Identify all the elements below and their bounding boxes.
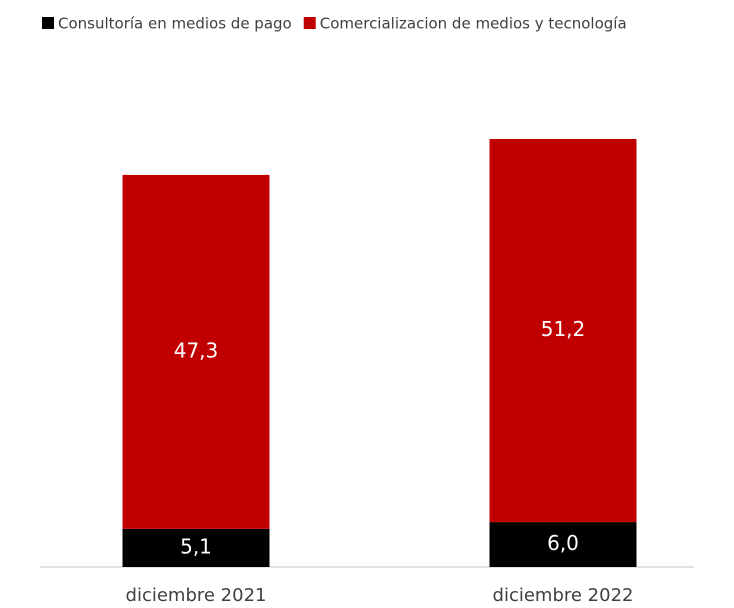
legend-swatch xyxy=(303,17,316,29)
x-tick-label: diciembre 2022 xyxy=(493,585,634,606)
value-label: 5,1 xyxy=(180,534,212,558)
legend-label: Comercializacion de medios y tecnología xyxy=(320,15,627,33)
bar-segment xyxy=(122,528,270,567)
bar-segment xyxy=(122,174,270,529)
value-label: 51,2 xyxy=(541,317,586,341)
legend-swatch xyxy=(42,17,54,29)
x-tick-label: diciembre 2021 xyxy=(126,585,267,606)
legend-label: Consultoría en medios de pago xyxy=(58,15,292,33)
value-label: 47,3 xyxy=(174,338,219,362)
bar-segment xyxy=(489,522,637,567)
value-label: 6,0 xyxy=(547,531,579,555)
bar-segment xyxy=(489,139,637,523)
